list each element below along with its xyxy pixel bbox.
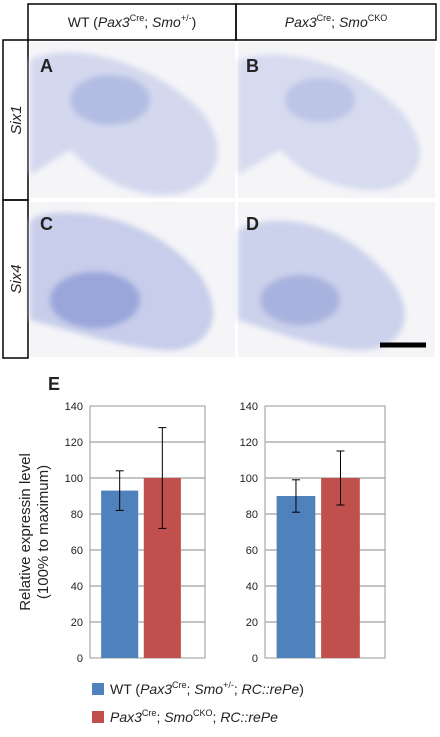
y-tick-label: 20 <box>246 617 258 629</box>
header-box <box>235 3 437 41</box>
y-tick-label: 140 <box>240 401 258 413</box>
y-tick-label: 60 <box>71 545 83 557</box>
legend-label: Pax3Cre; SmoCKO; RC::rePe <box>110 708 278 725</box>
column-label: WT (Pax3Cre; Smo+/-) <box>68 13 197 30</box>
panel-label: D <box>246 214 259 234</box>
panel-a-image <box>30 42 235 198</box>
panel-label: A <box>40 56 53 76</box>
legend-swatch <box>92 711 104 723</box>
y-tick-label: 100 <box>240 473 258 485</box>
y-tick-label: 20 <box>71 617 83 629</box>
y-axis-label: Relative expressin level <box>17 453 34 611</box>
panel-label: E <box>48 374 60 394</box>
y-tick-label: 60 <box>246 545 258 557</box>
column-label: Pax3Cre; SmoCKO <box>285 13 388 30</box>
row-label: Six1 <box>8 105 25 134</box>
panel-label: B <box>246 56 259 76</box>
panel-c-image <box>30 202 235 357</box>
y-tick-label: 120 <box>65 437 83 449</box>
y-tick-label: 80 <box>246 509 258 521</box>
bar <box>321 478 360 658</box>
y-tick-label: 40 <box>71 581 83 593</box>
panel-d-image <box>238 202 435 357</box>
y-tick-label: 80 <box>71 509 83 521</box>
row-label: Six4 <box>8 264 25 293</box>
y-tick-label: 120 <box>240 437 258 449</box>
y-tick-label: 0 <box>77 653 83 665</box>
panel-label: C <box>40 214 53 234</box>
legend-label: WT (Pax3Cre; Smo+/-; RC::rePe) <box>110 680 304 697</box>
bar <box>276 496 316 658</box>
y-tick-label: 140 <box>65 401 83 413</box>
legend-swatch <box>92 683 104 695</box>
bar <box>101 490 139 658</box>
panel-b-image <box>238 42 435 198</box>
y-axis-label: (100% to maximum) <box>35 465 52 599</box>
y-tick-label: 40 <box>246 581 258 593</box>
row-box <box>2 199 29 359</box>
y-tick-label: 100 <box>65 473 83 485</box>
y-tick-label: 0 <box>252 653 258 665</box>
